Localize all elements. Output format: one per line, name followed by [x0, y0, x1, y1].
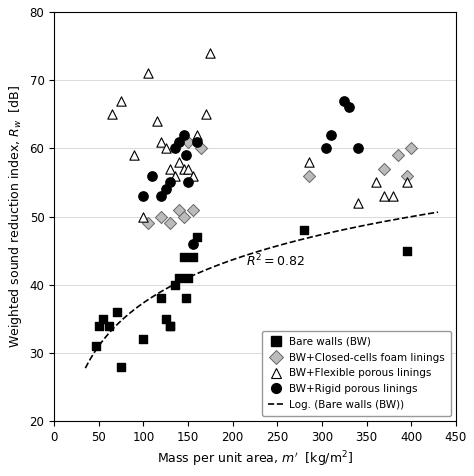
- Bare walls (BW): [301, 227, 308, 234]
- Bare walls (BW): [182, 295, 190, 302]
- BW+Closed-cells foam linings: [157, 213, 165, 220]
- BW+Flexible porous linings: [117, 97, 125, 104]
- BW+Rigid porous linings: [184, 178, 192, 186]
- BW+Flexible porous linings: [207, 49, 214, 57]
- BW+Closed-cells foam linings: [198, 145, 205, 152]
- BW+Closed-cells foam linings: [381, 165, 388, 173]
- BW+Rigid porous linings: [140, 192, 147, 200]
- BW+Rigid porous linings: [323, 145, 330, 152]
- BW+Flexible porous linings: [166, 165, 174, 173]
- Bare walls (BW): [166, 322, 174, 329]
- Bare walls (BW): [95, 322, 102, 329]
- BW+Flexible porous linings: [140, 213, 147, 220]
- Log. (Bare walls (BW)): [250, 250, 255, 256]
- BW+Flexible porous linings: [184, 165, 192, 173]
- BW+Closed-cells foam linings: [394, 151, 401, 159]
- BW+Flexible porous linings: [372, 178, 379, 186]
- BW+Flexible porous linings: [403, 178, 410, 186]
- BW+Rigid porous linings: [171, 145, 178, 152]
- Log. (Bare walls (BW)): [435, 209, 441, 215]
- Bare walls (BW): [106, 322, 113, 329]
- Bare walls (BW): [189, 254, 196, 261]
- BW+Closed-cells foam linings: [166, 219, 174, 227]
- Bare walls (BW): [175, 274, 183, 282]
- Line: Log. (Bare walls (BW)): Log. (Bare walls (BW)): [85, 212, 438, 368]
- Y-axis label: Weighted sound reduction index, $R_w$  [dB]: Weighted sound reduction index, $R_w$ [d…: [7, 85, 24, 348]
- BW+Rigid porous linings: [162, 186, 170, 193]
- BW+Flexible porous linings: [354, 199, 362, 207]
- BW+Flexible porous linings: [171, 172, 178, 179]
- Bare walls (BW): [171, 281, 178, 288]
- BW+Flexible porous linings: [175, 158, 183, 166]
- BW+Closed-cells foam linings: [184, 138, 192, 145]
- BW+Rigid porous linings: [175, 138, 183, 145]
- BW+Rigid porous linings: [166, 178, 174, 186]
- BW+Rigid porous linings: [148, 172, 156, 179]
- BW+Flexible porous linings: [153, 117, 161, 125]
- Log. (Bare walls (BW)): [252, 249, 258, 255]
- BW+Flexible porous linings: [162, 145, 170, 152]
- BW+Flexible porous linings: [180, 165, 187, 173]
- BW+Rigid porous linings: [193, 138, 201, 145]
- BW+Rigid porous linings: [354, 145, 362, 152]
- Bare walls (BW): [193, 233, 201, 241]
- Text: $R^2 = 0.82$: $R^2 = 0.82$: [246, 253, 305, 269]
- Log. (Bare walls (BW)): [82, 365, 88, 371]
- BW+Flexible porous linings: [193, 131, 201, 139]
- Log. (Bare walls (BW)): [372, 220, 377, 226]
- BW+Flexible porous linings: [131, 151, 138, 159]
- Bare walls (BW): [157, 295, 165, 302]
- Bare walls (BW): [113, 308, 120, 316]
- Bare walls (BW): [166, 322, 174, 329]
- BW+Rigid porous linings: [340, 97, 348, 104]
- BW+Closed-cells foam linings: [144, 219, 152, 227]
- Legend: Bare walls (BW), BW+Closed-cells foam linings, BW+Flexible porous linings, BW+Ri: Bare walls (BW), BW+Closed-cells foam li…: [262, 330, 451, 416]
- BW+Rigid porous linings: [189, 240, 196, 248]
- BW+Closed-cells foam linings: [408, 145, 415, 152]
- Log. (Bare walls (BW)): [292, 238, 298, 244]
- Log. (Bare walls (BW)): [427, 211, 432, 217]
- Bare walls (BW): [162, 315, 170, 323]
- Bare walls (BW): [92, 342, 100, 350]
- BW+Closed-cells foam linings: [403, 172, 410, 179]
- BW+Flexible porous linings: [202, 110, 210, 118]
- Bare walls (BW): [117, 363, 125, 370]
- X-axis label: Mass per unit area, $m'$  [kg/m$^2$]: Mass per unit area, $m'$ [kg/m$^2$]: [157, 449, 353, 469]
- Bare walls (BW): [140, 336, 147, 343]
- BW+Flexible porous linings: [381, 192, 388, 200]
- BW+Rigid porous linings: [182, 151, 190, 159]
- BW+Flexible porous linings: [157, 138, 165, 145]
- BW+Rigid porous linings: [157, 192, 165, 200]
- Bare walls (BW): [184, 274, 192, 282]
- BW+Flexible porous linings: [305, 158, 312, 166]
- BW+Closed-cells foam linings: [305, 172, 312, 179]
- Bare walls (BW): [180, 254, 187, 261]
- BW+Closed-cells foam linings: [180, 213, 187, 220]
- BW+Rigid porous linings: [180, 131, 187, 139]
- BW+Flexible porous linings: [109, 110, 116, 118]
- BW+Rigid porous linings: [327, 131, 335, 139]
- Log. (Bare walls (BW)): [273, 243, 279, 249]
- BW+Closed-cells foam linings: [175, 206, 183, 214]
- BW+Flexible porous linings: [144, 69, 152, 77]
- BW+Flexible porous linings: [390, 192, 397, 200]
- BW+Rigid porous linings: [345, 104, 353, 111]
- BW+Flexible porous linings: [189, 172, 196, 179]
- Bare walls (BW): [403, 247, 410, 255]
- BW+Closed-cells foam linings: [189, 206, 196, 214]
- Bare walls (BW): [100, 315, 107, 323]
